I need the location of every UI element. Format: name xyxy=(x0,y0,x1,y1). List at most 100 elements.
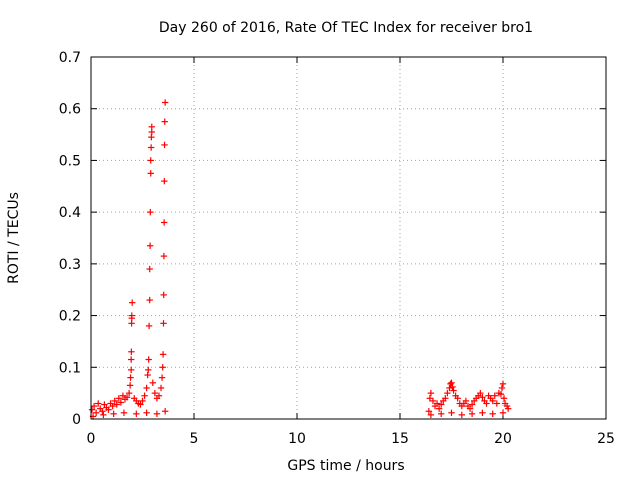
data-point xyxy=(127,374,134,381)
data-point xyxy=(468,401,476,408)
data-point xyxy=(442,395,449,402)
data-point xyxy=(427,389,435,397)
data-point xyxy=(427,411,435,419)
data-point xyxy=(450,387,457,394)
data-point xyxy=(139,397,146,405)
data-point xyxy=(479,394,486,401)
grid-lines xyxy=(91,57,606,419)
data-point xyxy=(147,157,154,164)
data-point xyxy=(143,409,150,416)
data-point xyxy=(438,410,445,418)
data-point xyxy=(151,389,159,397)
data-point xyxy=(438,401,445,408)
data-point xyxy=(146,296,153,304)
data-point xyxy=(123,394,131,401)
data-point xyxy=(99,408,106,415)
y-tick-labels: 0 0.1 0.2 0.3 0.4 0.5 0.6 0.7 xyxy=(59,50,81,428)
data-point xyxy=(483,400,490,407)
data-point xyxy=(498,384,506,392)
data-point xyxy=(499,380,507,388)
data-point xyxy=(117,399,125,406)
data-point xyxy=(448,379,455,386)
data-point xyxy=(143,384,150,392)
x-tick-label: 25 xyxy=(597,431,615,447)
data-point xyxy=(128,312,135,319)
y-tick-label: 0.4 xyxy=(59,205,81,221)
chart-title: Day 260 of 2016, Rate Of TEC Index for r… xyxy=(159,20,533,36)
data-point xyxy=(109,402,116,410)
y-tick-label: 0.7 xyxy=(59,50,81,66)
x-tick-label: 5 xyxy=(190,431,199,447)
y-tick-label: 0.5 xyxy=(59,153,81,169)
data-point xyxy=(468,410,476,418)
y-tick-label: 0.1 xyxy=(59,360,81,376)
data-point xyxy=(145,366,152,374)
data-point xyxy=(497,390,505,398)
data-point xyxy=(125,389,133,397)
data-point xyxy=(144,371,151,379)
data-point xyxy=(105,406,112,413)
data-point xyxy=(479,409,486,416)
y-tick-label: 0.2 xyxy=(59,309,81,325)
y-tick-label: 0.3 xyxy=(59,257,81,273)
x-tick-label: 0 xyxy=(87,431,96,447)
data-point xyxy=(137,401,144,408)
data-point xyxy=(433,400,441,407)
data-point xyxy=(92,409,100,416)
data-point xyxy=(133,410,140,418)
data-point xyxy=(499,409,507,416)
data-point xyxy=(115,395,123,402)
data-point xyxy=(110,410,117,418)
data-point xyxy=(159,351,167,358)
x-axis-label: GPS time / hours xyxy=(287,458,404,474)
data-point xyxy=(113,401,120,408)
data-point xyxy=(159,364,166,371)
data-point xyxy=(147,170,154,177)
data-point xyxy=(500,395,508,402)
data-point xyxy=(129,299,136,306)
data-point xyxy=(90,402,98,410)
data-point xyxy=(161,99,169,106)
data-point xyxy=(458,411,465,419)
data-point xyxy=(153,410,161,418)
data-point xyxy=(446,384,453,392)
data-point xyxy=(160,291,167,299)
data-point xyxy=(491,392,498,399)
data-point xyxy=(448,409,455,416)
data-point xyxy=(128,348,135,355)
data-point xyxy=(147,208,154,216)
plot-frame xyxy=(90,56,607,420)
axis-ticks xyxy=(90,56,607,420)
data-point xyxy=(161,177,168,185)
data-point xyxy=(145,322,153,330)
data-point xyxy=(161,408,169,415)
data-point xyxy=(489,397,496,405)
data-point xyxy=(100,411,107,419)
data-point xyxy=(161,141,168,149)
data-point xyxy=(158,374,166,381)
data-point xyxy=(146,242,154,249)
data-point xyxy=(161,118,168,125)
data-point xyxy=(148,123,155,131)
data-point xyxy=(127,366,135,374)
data-point xyxy=(462,397,470,405)
data-point xyxy=(145,356,152,363)
data-point xyxy=(126,382,134,389)
x-tick-label: 10 xyxy=(288,431,306,447)
data-points xyxy=(88,99,512,420)
data-point xyxy=(454,395,461,402)
data-point xyxy=(119,392,127,399)
data-point xyxy=(489,410,496,418)
data-point xyxy=(429,397,437,405)
y-axis-label: ROTI / TECUs xyxy=(6,192,22,284)
y-tick-label: 0.6 xyxy=(59,102,81,118)
x-tick-label: 15 xyxy=(391,431,409,447)
x-tick-labels: 0 5 10 15 20 25 xyxy=(87,431,615,447)
data-point xyxy=(160,219,168,226)
data-point xyxy=(127,356,135,363)
data-point xyxy=(147,144,155,151)
data-point xyxy=(477,389,484,397)
data-point xyxy=(88,406,96,413)
data-point xyxy=(141,392,148,399)
data-point xyxy=(160,252,168,260)
